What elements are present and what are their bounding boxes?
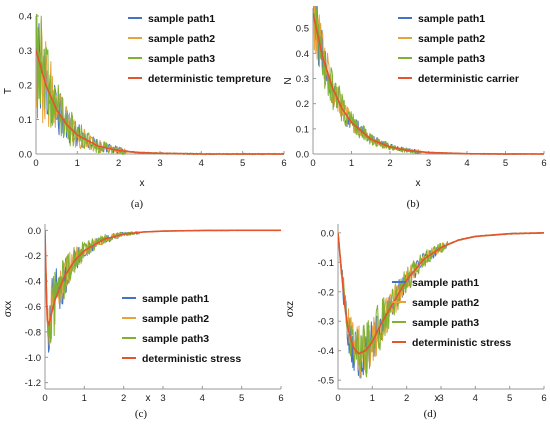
x-tick-label: 2 <box>116 158 121 169</box>
legend-label: sample path3 <box>412 317 479 329</box>
x-tick-label: 6 <box>541 393 546 404</box>
panel-caption: (d) <box>424 408 437 420</box>
x-tick-label: 6 <box>541 158 546 169</box>
x-tick-label: 5 <box>507 393 512 404</box>
x-tick-label: 0 <box>42 393 47 404</box>
legend-label: deterministic tempreture <box>148 73 271 85</box>
panel-caption: (c) <box>135 408 148 420</box>
y-tick-label: 0.0 <box>296 150 309 161</box>
legend: sample path1 sample path2 sample path3 dete… <box>398 13 519 85</box>
series-line-deterministic <box>45 229 281 327</box>
y-tick-label: -1.2 <box>25 378 41 389</box>
x-tick-label: 4 <box>473 393 478 404</box>
panel-caption: (a) <box>131 198 144 210</box>
x-tick-label: 1 <box>370 393 375 404</box>
x-tick-label: 5 <box>503 158 508 169</box>
y-tick-label: 0.0 <box>28 226 41 237</box>
legend-label: sample path3 <box>148 53 215 65</box>
y-tick-label: -0.8 <box>25 327 41 338</box>
x-tick-label: 6 <box>278 393 283 404</box>
legend-label: sample path1 <box>418 13 485 25</box>
legend-label: deterministic stress <box>142 353 241 365</box>
x-tick-label: 3 <box>160 393 165 404</box>
y-tick-label: 0.0 <box>321 228 334 239</box>
x-tick-label: 3 <box>157 158 162 169</box>
legend-label: sample path3 <box>418 53 485 65</box>
y-tick-label: -0.1 <box>318 258 334 269</box>
y-tick-label: -0.2 <box>25 251 41 262</box>
y-tick-label: 0.1 <box>19 115 32 126</box>
legend-label: sample path1 <box>412 277 479 289</box>
series-line-sample-path3 <box>45 229 281 343</box>
x-tick-label: 1 <box>82 393 87 404</box>
y-tick-label: 0.3 <box>296 74 309 85</box>
x-tick-label: 0 <box>335 393 340 404</box>
x-tick-label: 2 <box>121 393 126 404</box>
x-tick-label: 1 <box>75 158 80 169</box>
y-tick-label: -0.2 <box>318 287 334 298</box>
legend-label: deterministic carrier <box>418 73 519 85</box>
x-tick-label: 6 <box>281 158 286 169</box>
x-tick-label: 3 <box>438 393 443 404</box>
x-axis-label: x <box>146 393 151 404</box>
y-tick-label: 0.0 <box>19 150 32 161</box>
y-axis-label: N <box>283 77 294 84</box>
series-line-deterministic <box>338 232 545 355</box>
legend: sample path1 sample path2 sample path3 dete… <box>392 277 511 349</box>
y-tick-label: -1.0 <box>25 353 41 364</box>
y-tick-label: -0.5 <box>318 376 334 387</box>
series-line-deterministic <box>36 50 284 155</box>
y-tick-label: -0.4 <box>25 277 41 288</box>
x-axis-label: x <box>435 393 440 404</box>
panel-caption: (b) <box>407 198 420 210</box>
panel-b: 0 1 2 3 4 5 6 0.0 0.1 0.2 0.3 0.4 0.5 x N (b) sample pat… <box>283 6 547 210</box>
legend-label: sample path1 <box>148 13 215 25</box>
x-axis-label: x <box>416 178 421 189</box>
legend-label: deterministic stress <box>412 337 511 349</box>
legend: sample path1 sample path2 sample path3 dete… <box>128 13 271 85</box>
panel-d: 0 1 2 3 4 5 6 -0.5 -0.4 -0.3 -0.2 -0.1 0.0 x σxz (d) sam… <box>285 224 547 420</box>
x-tick-label: 2 <box>387 158 392 169</box>
y-tick-label: 0.4 <box>296 49 309 60</box>
x-tick-label: 5 <box>240 158 245 169</box>
x-axis-label: x <box>140 178 145 189</box>
x-tick-label: 0 <box>33 158 38 169</box>
y-tick-label: 0.4 <box>19 12 32 23</box>
x-tick-label: 2 <box>404 393 409 404</box>
x-tick-label: 3 <box>426 158 431 169</box>
x-tick-label: 4 <box>200 393 205 404</box>
y-axis-label: T <box>3 88 14 94</box>
y-tick-label: -0.4 <box>318 346 334 357</box>
x-tick-label: 4 <box>199 158 204 169</box>
y-tick-label: 0.3 <box>19 46 32 57</box>
series-line-deterministic <box>313 12 544 155</box>
legend-label: sample path2 <box>148 33 215 45</box>
y-axis-label: σxx <box>3 301 14 317</box>
legend-label: sample path3 <box>142 333 209 345</box>
legend-label: sample path2 <box>418 33 485 45</box>
x-tick-label: 4 <box>464 158 469 169</box>
y-tick-label: 0.1 <box>296 124 309 135</box>
y-tick-label: -0.3 <box>318 317 334 328</box>
y-tick-label: 0.2 <box>296 99 309 110</box>
legend-label: sample path2 <box>412 297 479 309</box>
legend: sample path1 sample path2 sample path3 dete… <box>122 293 241 365</box>
panel-c: 0 1 2 3 4 5 6 -1.2 -1.0 -0.8 -0.6 -0.4 -0.2 0.0 x σxx (c… <box>3 224 284 420</box>
x-tick-label: 1 <box>349 158 354 169</box>
series-line-sample-path2 <box>45 229 281 346</box>
x-tick-label: 0 <box>310 158 315 169</box>
y-tick-label: -0.6 <box>25 302 41 313</box>
y-tick-label: 0.5 <box>296 24 309 35</box>
y-tick-label: 0.2 <box>19 81 32 92</box>
panel-a: 0 1 2 3 4 5 60.00.10.20.30.4xT(a)sample path1s… <box>3 12 287 211</box>
x-tick-label: 5 <box>239 393 244 404</box>
y-axis-label: σxz <box>285 301 296 317</box>
legend-label: sample path1 <box>142 293 209 305</box>
legend-label: sample path2 <box>142 313 209 325</box>
